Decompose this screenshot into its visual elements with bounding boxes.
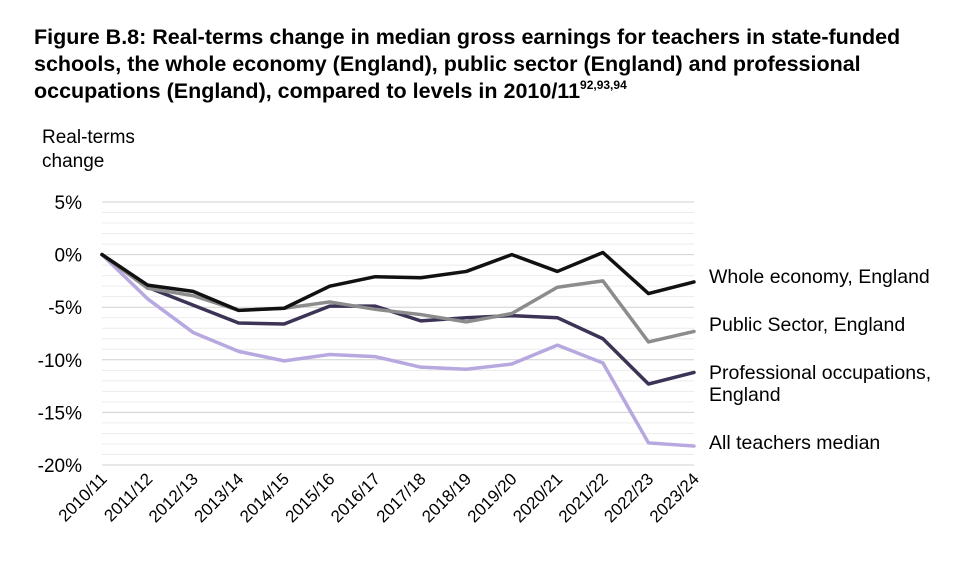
x-tick-label: 2021/22 bbox=[555, 469, 612, 526]
y-axis-label: Real-terms change bbox=[42, 127, 135, 172]
series-label: Professional occupations, England bbox=[709, 362, 931, 406]
x-tick-label: 2013/14 bbox=[191, 469, 248, 526]
chart-title: Figure B.8: Real-terms change in median … bbox=[34, 24, 934, 105]
y-tick-label: 0% bbox=[55, 246, 83, 267]
y-tick-label: -20% bbox=[38, 456, 82, 477]
x-tick-label: 2019/20 bbox=[464, 469, 521, 526]
x-tick-label: 2012/13 bbox=[145, 469, 202, 526]
series-lines bbox=[100, 250, 696, 448]
y-tick-label: -15% bbox=[38, 403, 82, 424]
series-line-3 bbox=[100, 252, 696, 448]
x-tick-label: 2018/19 bbox=[418, 469, 475, 526]
x-tick-label: 2023/24 bbox=[646, 469, 703, 526]
series-label: All teachers median bbox=[709, 432, 880, 454]
y-tick-label: -5% bbox=[48, 298, 82, 319]
y-tick-label: -10% bbox=[38, 351, 82, 372]
x-tick-label: 2022/23 bbox=[600, 469, 657, 526]
series-labels: Whole economy, England Public Sector, Eng… bbox=[709, 266, 931, 454]
x-tick-labels: 2010/112011/122012/132013/142014/152015/… bbox=[55, 469, 703, 526]
x-tick-label: 2016/17 bbox=[327, 469, 384, 526]
series-label: Public Sector, England bbox=[709, 314, 905, 336]
x-tick-label: 2010/11 bbox=[55, 469, 111, 525]
series-line-0 bbox=[100, 250, 696, 313]
y-tick-labels: 5% 0% -5% -10% -15% -20% bbox=[38, 193, 82, 477]
x-tick-label: 2017/18 bbox=[373, 469, 430, 526]
chart-title-text: Figure B.8: Real-terms change in median … bbox=[34, 25, 901, 103]
title-footnote-refs: 92,93,94 bbox=[580, 78, 627, 92]
x-tick-label: 2014/15 bbox=[236, 469, 293, 526]
series-line-1 bbox=[100, 252, 696, 344]
series-label: Whole economy, England bbox=[709, 266, 930, 288]
grid-lines bbox=[102, 201, 694, 466]
x-tick-label: 2020/21 bbox=[509, 469, 566, 526]
x-tick-label: 2015/16 bbox=[282, 469, 339, 526]
y-tick-label: 5% bbox=[55, 193, 83, 214]
